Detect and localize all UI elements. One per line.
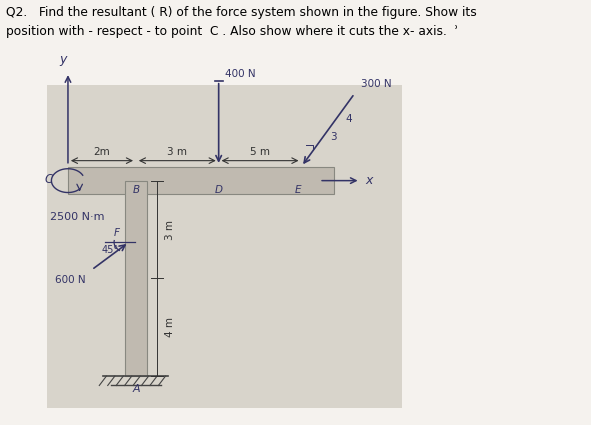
Text: x: x xyxy=(365,174,372,187)
Text: D: D xyxy=(215,185,223,195)
Text: 3 m: 3 m xyxy=(165,219,175,240)
Text: position with - respect - to point  C . Also show where it cuts the x- axis.  ʾ: position with - respect - to point C . A… xyxy=(6,26,458,39)
FancyBboxPatch shape xyxy=(125,181,147,376)
Text: 3 m: 3 m xyxy=(167,147,187,157)
Text: B: B xyxy=(132,185,139,195)
Text: F: F xyxy=(114,228,120,238)
Text: y: y xyxy=(60,53,67,66)
Text: C: C xyxy=(45,173,53,186)
Text: 600 N: 600 N xyxy=(55,275,86,285)
Text: 300 N: 300 N xyxy=(361,79,391,89)
Text: Q2.   Find the resultant ( R) of the force system shown in the figure. Show its: Q2. Find the resultant ( R) of the force… xyxy=(6,6,477,20)
Text: 2m: 2m xyxy=(93,147,111,157)
Text: E: E xyxy=(296,185,301,195)
Text: 4 m: 4 m xyxy=(165,317,175,337)
Text: 3: 3 xyxy=(330,132,337,142)
Text: A: A xyxy=(132,384,139,394)
Text: 400 N: 400 N xyxy=(225,68,255,79)
FancyBboxPatch shape xyxy=(47,85,402,408)
Text: 2500 N·m: 2500 N·m xyxy=(50,212,105,222)
Text: 45°: 45° xyxy=(102,245,118,255)
FancyBboxPatch shape xyxy=(68,167,334,194)
Text: 5 m: 5 m xyxy=(250,147,270,157)
Text: 4: 4 xyxy=(346,114,352,125)
